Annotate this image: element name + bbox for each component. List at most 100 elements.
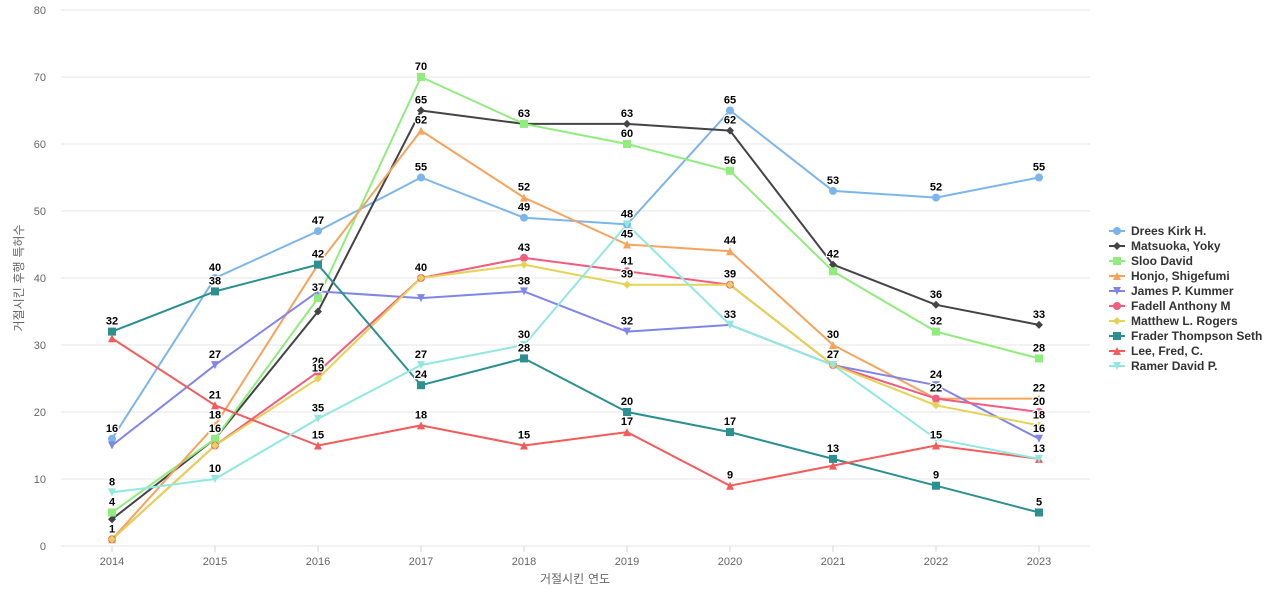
data-point[interactable] [108, 334, 116, 343]
legend-marker-icon[interactable] [1113, 361, 1121, 370]
data-point[interactable] [314, 260, 322, 269]
data-point[interactable] [932, 327, 940, 336]
data-point[interactable] [314, 414, 322, 423]
data-point[interactable] [932, 401, 940, 410]
data-point[interactable] [1035, 421, 1043, 430]
data-point[interactable] [417, 421, 425, 430]
legend-marker-icon[interactable] [1113, 256, 1121, 265]
data-point[interactable] [314, 287, 322, 296]
data-point[interactable] [211, 475, 219, 483]
data-point[interactable] [1035, 394, 1043, 403]
legend-marker-icon[interactable] [1113, 286, 1121, 295]
data-point[interactable] [417, 274, 425, 282]
data-point[interactable] [829, 454, 837, 463]
data-point[interactable] [726, 320, 734, 329]
legend-marker-icon[interactable] [1113, 241, 1121, 250]
data-point[interactable] [520, 253, 528, 262]
data-point[interactable] [417, 381, 425, 390]
data-point[interactable] [829, 186, 837, 195]
data-point[interactable] [623, 240, 631, 249]
data-point[interactable] [623, 267, 631, 276]
legend-item[interactable]: James P. Kummer [1108, 283, 1262, 298]
data-point[interactable] [623, 408, 631, 416]
legend-marker-icon[interactable] [1113, 226, 1121, 235]
data-point[interactable] [520, 341, 528, 349]
data-point[interactable] [108, 535, 116, 544]
series-line[interactable] [111, 290, 1040, 447]
data-point[interactable] [1035, 320, 1043, 329]
legend-item[interactable]: Honjo, Shigefumi [1108, 268, 1262, 283]
data-point[interactable] [314, 227, 322, 236]
data-point[interactable] [623, 428, 631, 437]
data-point[interactable] [932, 434, 940, 443]
data-point[interactable] [1035, 408, 1043, 416]
data-point[interactable] [829, 341, 837, 349]
data-point[interactable] [108, 441, 116, 450]
data-point[interactable] [623, 140, 631, 148]
data-point[interactable] [520, 287, 528, 296]
data-point[interactable] [520, 260, 528, 269]
data-point[interactable] [108, 434, 116, 443]
data-point[interactable] [726, 106, 734, 115]
data-point[interactable] [520, 193, 528, 202]
series-line[interactable] [111, 129, 1040, 541]
legend-item[interactable]: Drees Kirk H. [1108, 223, 1262, 238]
data-point[interactable] [932, 300, 940, 309]
legend-item[interactable]: Fadell Anthony M [1108, 298, 1262, 313]
data-point[interactable] [829, 267, 837, 276]
legend-item[interactable]: Frader Thompson Seth [1108, 328, 1262, 343]
data-point[interactable] [108, 508, 116, 517]
legend-marker-icon[interactable] [1113, 316, 1121, 325]
data-point[interactable] [726, 481, 734, 490]
data-point[interactable] [211, 274, 219, 282]
data-point[interactable] [417, 106, 425, 115]
data-point[interactable] [108, 488, 116, 497]
data-point[interactable] [623, 327, 631, 336]
data-point[interactable] [211, 401, 219, 410]
series-line[interactable] [111, 337, 1040, 487]
data-point[interactable] [932, 441, 940, 450]
data-point[interactable] [211, 361, 219, 370]
data-point[interactable] [829, 361, 837, 370]
data-point[interactable] [108, 515, 116, 524]
data-point[interactable] [623, 220, 631, 229]
legend-item[interactable]: Lee, Fred, C. [1108, 343, 1262, 358]
data-point[interactable] [417, 126, 425, 135]
data-point[interactable] [417, 73, 425, 81]
data-point[interactable] [314, 367, 322, 376]
legend-item[interactable]: Sloo David [1108, 253, 1262, 268]
data-point[interactable] [932, 394, 940, 403]
data-point[interactable] [726, 428, 734, 437]
data-point[interactable] [623, 119, 631, 128]
data-point[interactable] [520, 213, 528, 222]
data-point[interactable] [623, 280, 631, 289]
data-point[interactable] [211, 434, 219, 443]
legend-item[interactable]: Ramer David P. [1108, 358, 1262, 373]
data-point[interactable] [829, 260, 837, 269]
legend-item[interactable]: Matthew L. Rogers [1108, 313, 1262, 328]
data-point[interactable] [211, 287, 219, 296]
series-line[interactable] [111, 263, 1040, 541]
data-point[interactable] [1035, 454, 1043, 463]
legend-marker-icon[interactable] [1113, 346, 1121, 355]
data-point[interactable] [314, 441, 322, 450]
series-line[interactable] [111, 263, 1040, 514]
data-point[interactable] [314, 374, 322, 383]
data-point[interactable] [726, 247, 734, 256]
data-point[interactable] [520, 354, 528, 363]
series-line[interactable] [111, 223, 1040, 494]
data-point[interactable] [211, 421, 219, 430]
legend-marker-icon[interactable] [1113, 271, 1121, 280]
series-line[interactable] [111, 109, 1040, 521]
legend-item[interactable]: Matsuoka, Yoky [1108, 238, 1262, 253]
series-line[interactable] [111, 256, 1040, 541]
data-point[interactable] [417, 173, 425, 182]
data-point[interactable] [1035, 434, 1043, 443]
data-point[interactable] [1035, 173, 1043, 182]
series-line[interactable] [111, 76, 1040, 514]
data-point[interactable] [726, 280, 734, 289]
data-point[interactable] [1035, 508, 1043, 517]
data-point[interactable] [520, 441, 528, 450]
data-point[interactable] [520, 119, 528, 128]
data-point[interactable] [314, 294, 322, 303]
